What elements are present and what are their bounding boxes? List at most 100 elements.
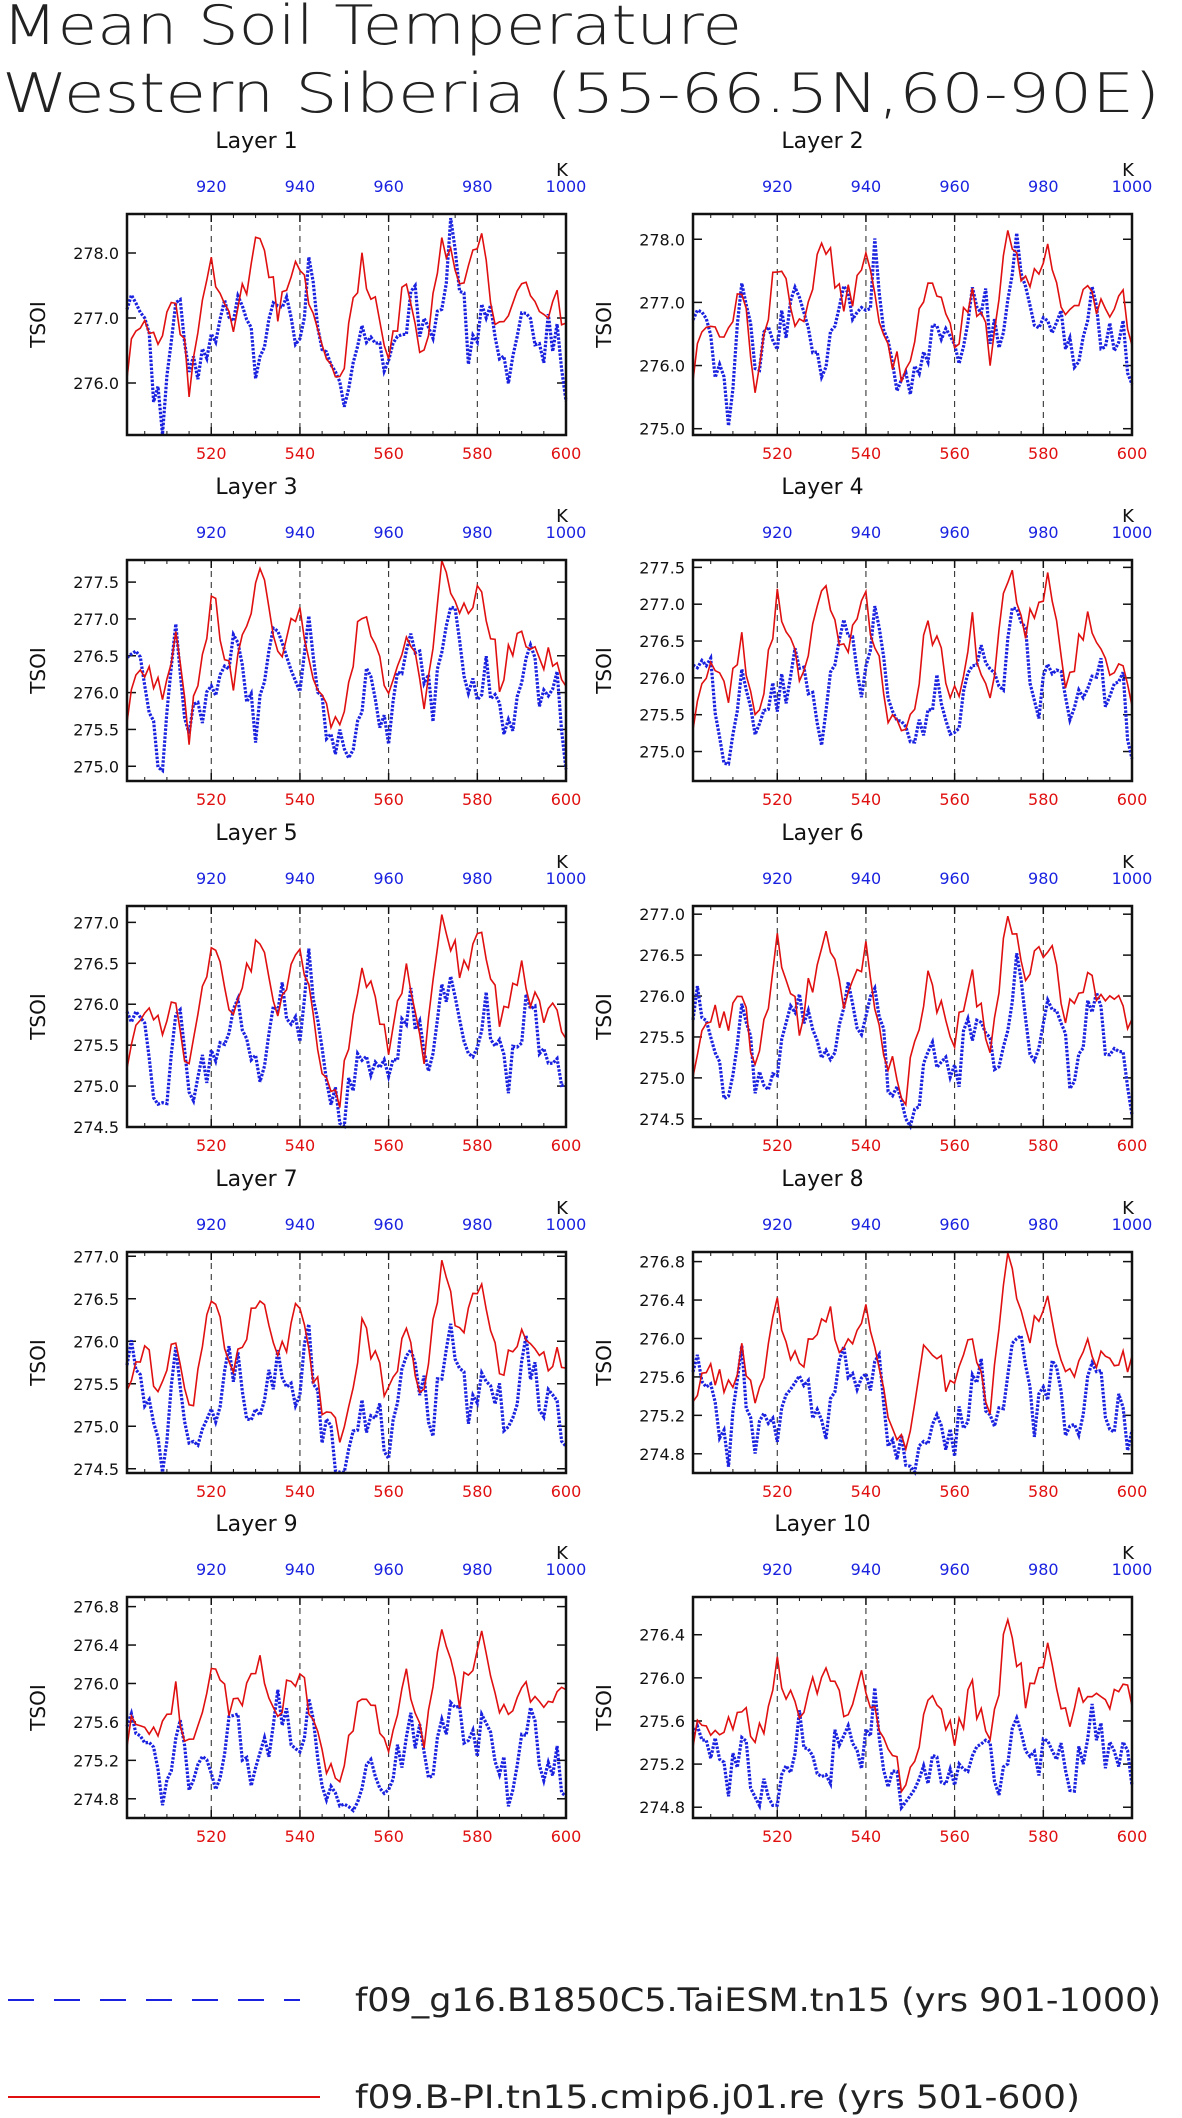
y-tick-label: 277.5 — [73, 573, 119, 592]
x-tick-label: 520 — [196, 1136, 227, 1155]
y-tick-label: 275.0 — [639, 743, 685, 762]
series-cmip6-line — [692, 916, 1133, 1108]
x-tick-label: 600 — [1117, 790, 1148, 809]
x-top-tick-label: 1000 — [1112, 1560, 1153, 1579]
y-tick-label: 277.5 — [639, 558, 685, 577]
x-top-tick-label: 980 — [462, 523, 493, 542]
series-taiesm-line — [125, 605, 568, 774]
panel-title: Layer 10 — [774, 1512, 870, 1537]
x-tick-label: 560 — [373, 1827, 404, 1846]
y-tick-label: 278.0 — [73, 244, 119, 263]
x-tick-label: 540 — [851, 1136, 882, 1155]
x-top-tick-label: 920 — [762, 1560, 793, 1579]
x-top-tick-label: 940 — [285, 1215, 316, 1234]
x-top-tick-label: 940 — [851, 869, 882, 888]
series-taiesm-line — [691, 953, 1134, 1131]
x-top-tick-label: 920 — [196, 1560, 227, 1579]
x-top-tick-label: 980 — [1028, 1560, 1059, 1579]
title-line-2: Western Siberia (55-66.5N,60-90E) — [2, 62, 1160, 125]
legend: f09_g16.B1850C5.TaiESM.tn15 (yrs 901-100… — [8, 1981, 1161, 2116]
y-tick-label: 275.0 — [73, 1417, 119, 1436]
series-taiesm-line — [691, 232, 1134, 426]
x-tick-label: 580 — [462, 790, 493, 809]
y-tick-label: 277.0 — [639, 905, 685, 924]
x-top-tick-label: 960 — [373, 869, 404, 888]
x-tick-label: 560 — [939, 1482, 970, 1501]
series-cmip6-line — [126, 560, 567, 745]
x-tick-label: 580 — [1028, 1482, 1059, 1501]
y-tick-label: 276.4 — [639, 1291, 685, 1310]
x-top-tick-label: 1000 — [546, 177, 587, 196]
y-tick-label: 276.0 — [73, 684, 119, 703]
y-tick-label: 275.6 — [639, 1712, 685, 1731]
series-taiesm-line — [691, 1687, 1134, 1812]
x-tick-label: 520 — [196, 444, 227, 463]
x-tick-label: 560 — [939, 444, 970, 463]
x-top-tick-label: 960 — [939, 869, 970, 888]
x-tick-label: 540 — [285, 790, 316, 809]
legend-label-taiesm: f09_g16.B1850C5.TaiESM.tn15 (yrs 901-100… — [355, 1981, 1161, 2019]
y-tick-label: 276.8 — [639, 1253, 685, 1272]
y-axis-label: TSOI — [26, 301, 50, 349]
y-tick-label: 275.5 — [73, 1036, 119, 1055]
plot-frame — [691, 904, 1134, 1129]
y-tick-label: 276.0 — [73, 1332, 119, 1351]
x-top-tick-label: 940 — [851, 177, 882, 196]
x-tick-label: 540 — [285, 1482, 316, 1501]
y-tick-label: 278.0 — [639, 230, 685, 249]
panel-title: Layer 9 — [215, 1512, 297, 1537]
y-tick-label: 276.5 — [73, 954, 119, 973]
y-tick-label: 277.0 — [639, 293, 685, 312]
x-top-tick-label: 1000 — [546, 1215, 587, 1234]
x-top-tick-label: 940 — [851, 1560, 882, 1579]
x-top-tick-label: 960 — [373, 523, 404, 542]
x-tick-label: 580 — [1028, 1827, 1059, 1846]
y-tick-label: 277.0 — [73, 913, 119, 932]
x-top-tick-label: 920 — [762, 869, 793, 888]
x-top-tick-label: 940 — [285, 177, 316, 196]
x-tick-label: 600 — [1117, 1482, 1148, 1501]
y-axis-label: TSOI — [592, 301, 616, 349]
x-top-tick-label: 940 — [285, 1560, 316, 1579]
x-top-tick-label: 960 — [939, 177, 970, 196]
plot-frame — [125, 1250, 568, 1475]
series-taiesm-line — [691, 1332, 1134, 1476]
x-top-tick-label: 940 — [851, 523, 882, 542]
y-tick-label: 274.5 — [639, 1110, 685, 1129]
x-tick-label: 540 — [285, 444, 316, 463]
top-axis-unit: K — [1122, 506, 1135, 527]
panel-title: Layer 7 — [215, 1167, 297, 1192]
x-tick-label: 540 — [851, 1827, 882, 1846]
y-tick-label: 274.8 — [639, 1798, 685, 1817]
plot-frame — [125, 904, 568, 1129]
top-axis-unit: K — [556, 1198, 569, 1219]
x-top-tick-label: 920 — [196, 523, 227, 542]
x-tick-label: 580 — [1028, 444, 1059, 463]
y-tick-label: 276.4 — [639, 1626, 685, 1645]
series-cmip6-line — [126, 1259, 567, 1443]
x-top-tick-label: 1000 — [1112, 177, 1153, 196]
x-tick-label: 600 — [551, 444, 582, 463]
x-tick-label: 600 — [551, 1136, 582, 1155]
y-tick-label: 276.0 — [639, 357, 685, 376]
x-tick-label: 520 — [762, 1482, 793, 1501]
plot-frame — [691, 558, 1134, 783]
x-tick-label: 580 — [462, 1827, 493, 1846]
y-axis-label: TSOI — [592, 1684, 616, 1732]
panel-title: Layer 2 — [781, 129, 863, 154]
y-tick-label: 275.0 — [639, 1069, 685, 1088]
y-tick-label: 276.5 — [639, 946, 685, 965]
series-taiesm-line — [125, 1689, 568, 1814]
panel-title: Layer 3 — [215, 475, 297, 500]
x-top-tick-label: 980 — [462, 177, 493, 196]
y-tick-label: 275.6 — [73, 1713, 119, 1732]
x-tick-label: 580 — [1028, 1136, 1059, 1155]
chart-grid: Layer 15209205409405609605809806001000K2… — [26, 129, 1153, 1846]
x-tick-label: 580 — [462, 1136, 493, 1155]
x-tick-label: 560 — [373, 1482, 404, 1501]
